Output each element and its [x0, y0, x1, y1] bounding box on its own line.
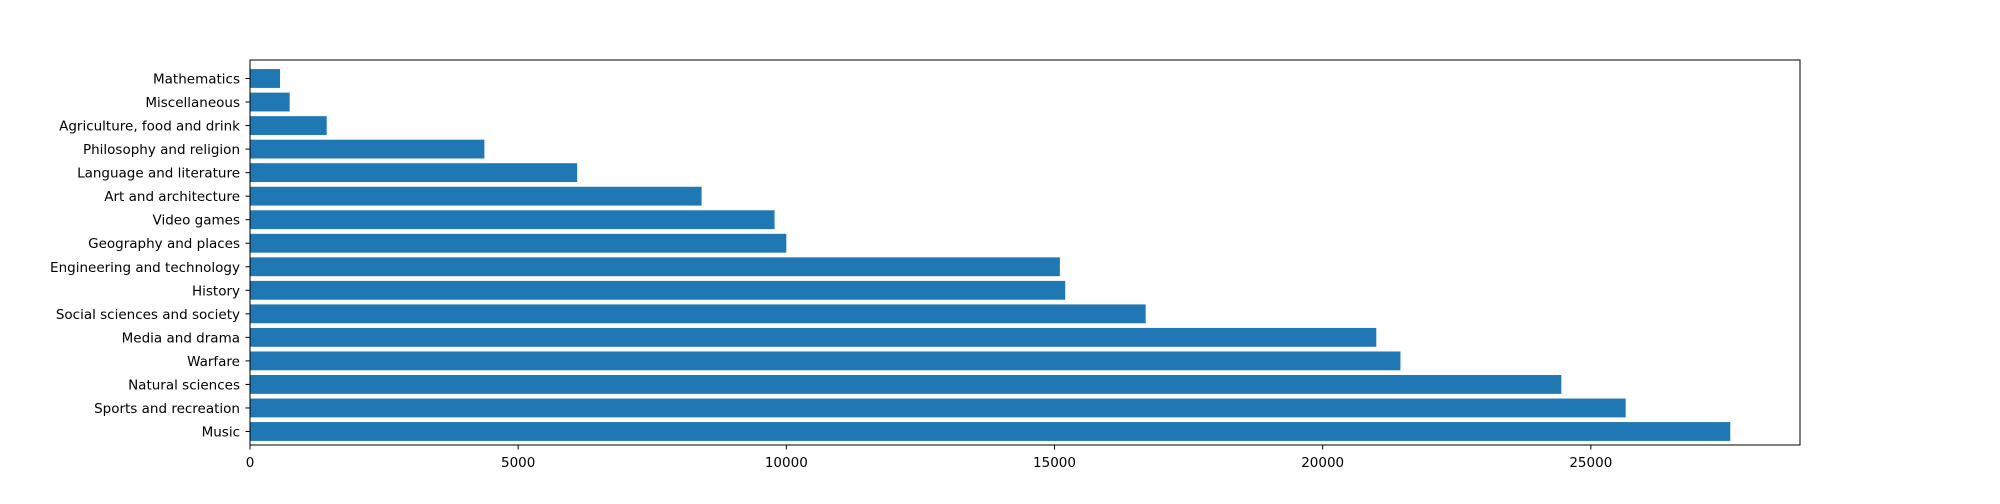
- x-tick-label: 10000: [765, 455, 808, 471]
- y-tick-label: Art and architecture: [104, 189, 240, 205]
- bars-layer: [250, 69, 1731, 441]
- bar: [250, 280, 1066, 300]
- y-tick-label: Music: [202, 425, 240, 441]
- bar: [250, 163, 578, 183]
- bar: [250, 116, 327, 135]
- y-tick-label: Warfare: [187, 354, 240, 370]
- y-tick-label: Social sciences and society: [56, 307, 240, 323]
- y-tick-label: Sports and recreation: [94, 401, 240, 417]
- x-tick-label: 25000: [1569, 455, 1612, 471]
- y-tick-label: Agriculture, food and drink: [59, 119, 240, 135]
- y-tick-label: History: [192, 283, 240, 299]
- x-tick-label: 5000: [501, 455, 535, 471]
- x-axis-ticks: 0 5000 10000 15000 20000 25000: [246, 445, 1612, 471]
- bar: [250, 422, 1731, 441]
- y-tick-label: Media and drama: [122, 330, 240, 346]
- x-tick-label: 20000: [1301, 455, 1344, 471]
- bar: [250, 139, 485, 159]
- x-tick-label: 0: [246, 455, 255, 471]
- bar: [250, 186, 702, 206]
- bar: [250, 92, 290, 112]
- y-axis-ticks: Music Sports and recreation Natural scienc…: [50, 72, 250, 441]
- y-tick-label: Language and literature: [77, 166, 240, 182]
- bar: [250, 304, 1146, 324]
- bar: [250, 210, 775, 230]
- bar: [250, 327, 1377, 347]
- x-tick-label: 15000: [1033, 455, 1076, 471]
- bar: [250, 398, 1626, 418]
- y-tick-label: Miscellaneous: [145, 95, 240, 111]
- bar: [250, 257, 1060, 277]
- y-tick-label: Geography and places: [88, 236, 240, 252]
- bar: [250, 375, 1562, 394]
- plot-frame: [249, 59, 1801, 446]
- bar: [250, 351, 1401, 371]
- y-tick-label: Video games: [153, 213, 240, 229]
- y-tick-label: Natural sciences: [128, 377, 240, 393]
- bar: [250, 233, 787, 253]
- y-tick-label: Mathematics: [153, 72, 240, 88]
- y-tick-label: Philosophy and religion: [83, 142, 240, 158]
- bar: [250, 69, 281, 88]
- y-tick-label: Engineering and technology: [50, 260, 240, 276]
